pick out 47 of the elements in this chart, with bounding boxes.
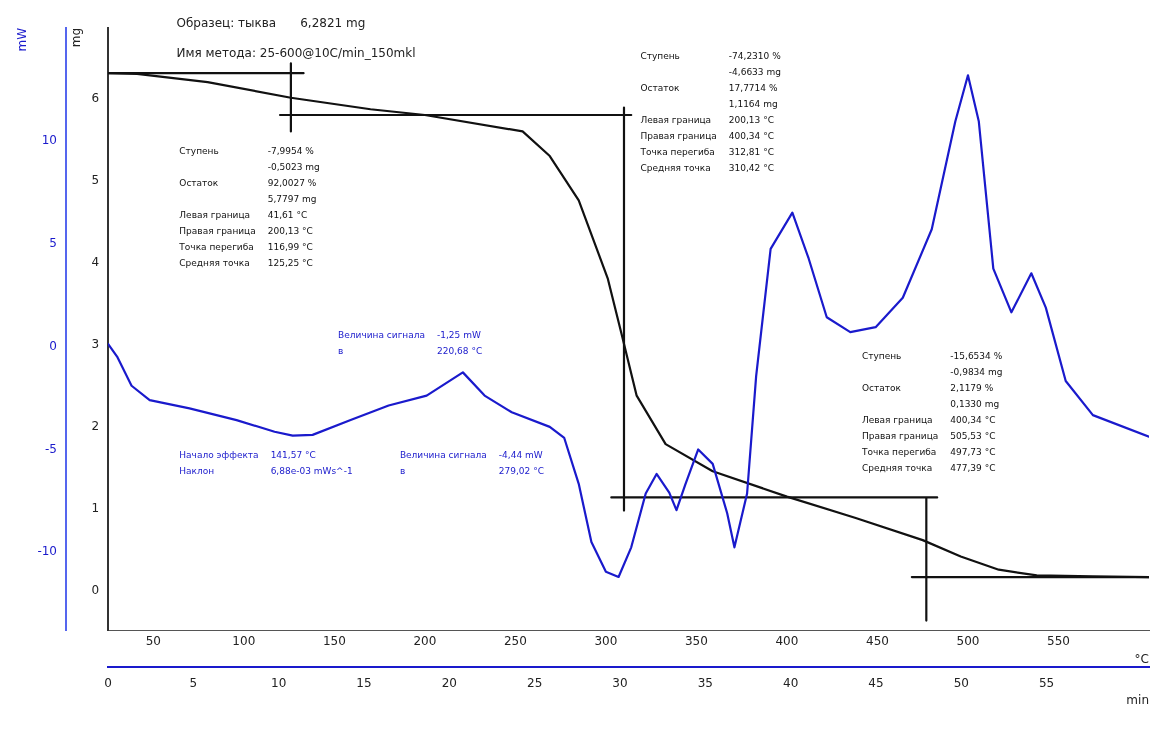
text: Ступень -7,9954 % -0,5023 mg Остаток 92,0027 % 5,7797 mg Левая граница 41,61 °C Правая граница 200,13 °C Точка перегиба 116,99 °C Средняя точка 125,25 °C [179,146,320,269]
x2-tick-label: 30 [612,675,628,690]
x2-axis-title: min [1126,692,1149,707]
y-tick-label: -5 [45,441,57,456]
x-tick-label: 50 [145,633,161,648]
x-tick-label: 550 [1047,633,1070,648]
y-tick-label: 10 [41,133,57,148]
x2-tick-label: 35 [697,675,713,690]
x-tick-label: 250 [503,633,527,648]
x2-tick-label: 20 [441,675,457,690]
x2-tick-label: 5 [189,675,198,690]
x2-tick-label: 50 [953,675,969,690]
y-tick-label: -10 [37,544,57,559]
text: Образец: тыква 6,2821 mg [176,16,366,31]
text: Ступень -15,6534 % -0,9834 mg Остаток 2,1179 % 0,1330 mg Левая граница 400,34 °C Правая граница 505,53 °C Точка перегиба 497,73 °C Средняя точка 477,39 °C [861,351,1003,474]
x2-tick-label: 45 [868,675,884,690]
y2-tick-label: 5 [91,172,100,187]
y2-tick-label: 3 [91,336,100,351]
x-tick-label: 350 [684,633,708,648]
y2-tick-label: 4 [91,254,100,269]
x2-tick-label: 55 [1038,675,1055,690]
y2-tick-label: 2 [91,418,100,433]
x-tick-label: 150 [322,633,346,648]
text: Величина сигнала -4,44 mW в 279,02 °C [399,449,544,476]
y-tick-label: 5 [49,236,57,250]
x-tick-label: 400 [775,633,799,648]
x-tick-label: 300 [594,633,618,648]
x2-tick-label: 25 [527,675,543,690]
annotation: Имя метода: 25-600@10C/min_150mkl [176,45,416,60]
text: Начало эффекта 141,57 °C Наклон 6,88e-03 mWs^-1 [179,449,353,476]
x-tick-label: 100 [232,633,256,648]
text: Ступень -74,2310 % -4,6633 mg Остаток 17,7714 % 1,1164 mg Левая граница 200,13 °C Правая граница 400,34 °C Точка перегиба 312,81 °C Средняя точка 310,42 °C [640,51,781,174]
y-axis-title: mW [15,27,30,52]
y2-tick-label: 0 [91,583,100,598]
y2-tick-label: 1 [91,501,100,516]
x2-tick-label: 10 [271,675,287,690]
text: Величина сигнала -1,25 mW в 220,68 °C [338,330,483,357]
x-tick-label: 200 [413,633,437,648]
x-tick-label: 500 [956,633,980,648]
y2-axis-title: mg [69,28,84,48]
x-axis-title: °C [1134,652,1149,667]
x-tick-label: 450 [865,633,889,648]
y2-tick-label: 6 [91,90,100,105]
x2-tick-label: 15 [356,675,372,690]
x2-tick-label: 0 [104,675,112,690]
y-tick-label: 0 [49,338,57,353]
x2-tick-label: 40 [782,675,799,690]
